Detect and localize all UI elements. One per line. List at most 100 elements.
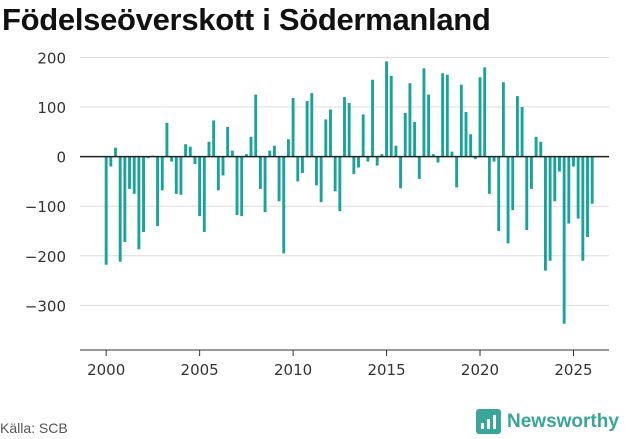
bar [142,156,146,232]
bar [156,156,160,227]
bar [338,156,342,212]
bar [315,156,318,186]
bar [193,156,197,165]
bar [567,156,571,224]
bar [548,156,552,261]
x-axis-tick-labels: 2000 2005 2010 2015 2020 2025 [87,350,593,379]
bar [403,112,407,157]
bar [240,156,244,217]
x-tick-label: 2020 [461,361,499,379]
bar [431,154,435,157]
bar [123,156,127,242]
bar [515,96,519,157]
bar [282,156,286,254]
bar [543,156,547,271]
bar [230,150,234,157]
bar [174,156,178,194]
bar [207,141,211,157]
bar [436,156,440,163]
bar [450,151,454,157]
bar [221,156,225,176]
bar [371,79,374,157]
bar [160,156,164,191]
bar [380,154,384,157]
y-tick-label: −300 [25,297,66,315]
bar [492,156,496,162]
bar [581,156,585,261]
bar [497,156,501,231]
x-tick-label: 2015 [367,361,405,379]
bar [455,156,459,188]
bar [244,154,248,157]
bar [258,156,262,189]
y-tick-label: 0 [56,149,66,167]
bar [375,156,379,166]
bar [343,97,346,157]
bar [459,84,463,157]
bar [553,156,557,202]
bar [184,144,188,157]
bar [291,98,295,157]
bar [525,156,529,230]
bar [361,114,365,157]
bar [137,156,141,250]
bar [464,111,468,157]
x-tick-label: 2010 [274,361,312,379]
bar [118,156,122,262]
gridlines [80,56,609,306]
bar [572,156,575,167]
bar [539,141,543,157]
bar [109,156,113,167]
bar [188,146,192,157]
bar [445,74,449,157]
bar [319,156,323,203]
x-tick-label: 2025 [554,361,592,379]
y-tick-label: 200 [37,49,66,67]
bar [179,156,183,195]
bar [249,136,253,157]
bar [216,156,220,191]
bar [132,156,136,194]
newsworthy-brand[interactable]: Newsworthy [476,409,619,434]
bar [427,94,431,157]
bar [277,156,281,202]
bar [310,93,314,157]
bar [469,134,473,157]
bar [212,120,216,157]
y-tick-label: −200 [25,248,66,266]
bar [114,147,117,157]
bar [104,156,108,265]
bar [352,156,356,174]
bar [347,103,351,157]
bar [235,156,239,216]
y-axis-tick-labels: 200 100 0 −100 −200 −300 [25,49,66,315]
bar [576,156,580,219]
chart-title: Födelseöverskott i Södermanland [2,2,491,37]
bar [300,156,304,173]
bar [202,156,206,232]
newsworthy-logo-icon [476,409,501,434]
bar [483,67,487,157]
bar [272,145,276,157]
x-tick-label: 2005 [181,361,219,379]
bar [417,156,421,179]
x-tick-label: 2000 [87,361,125,379]
bar [590,156,594,204]
bar [586,156,589,237]
bar [226,126,230,157]
bar [422,68,426,157]
bar [534,136,538,157]
bar-series [104,61,594,324]
bar [394,145,398,157]
axes [80,155,609,351]
bar [529,156,533,189]
bar [128,156,131,189]
bar [305,101,309,157]
bar [286,139,290,157]
bar [506,156,510,244]
bar [413,121,417,157]
bar [268,150,272,157]
bar [366,156,370,162]
bar [408,83,412,157]
